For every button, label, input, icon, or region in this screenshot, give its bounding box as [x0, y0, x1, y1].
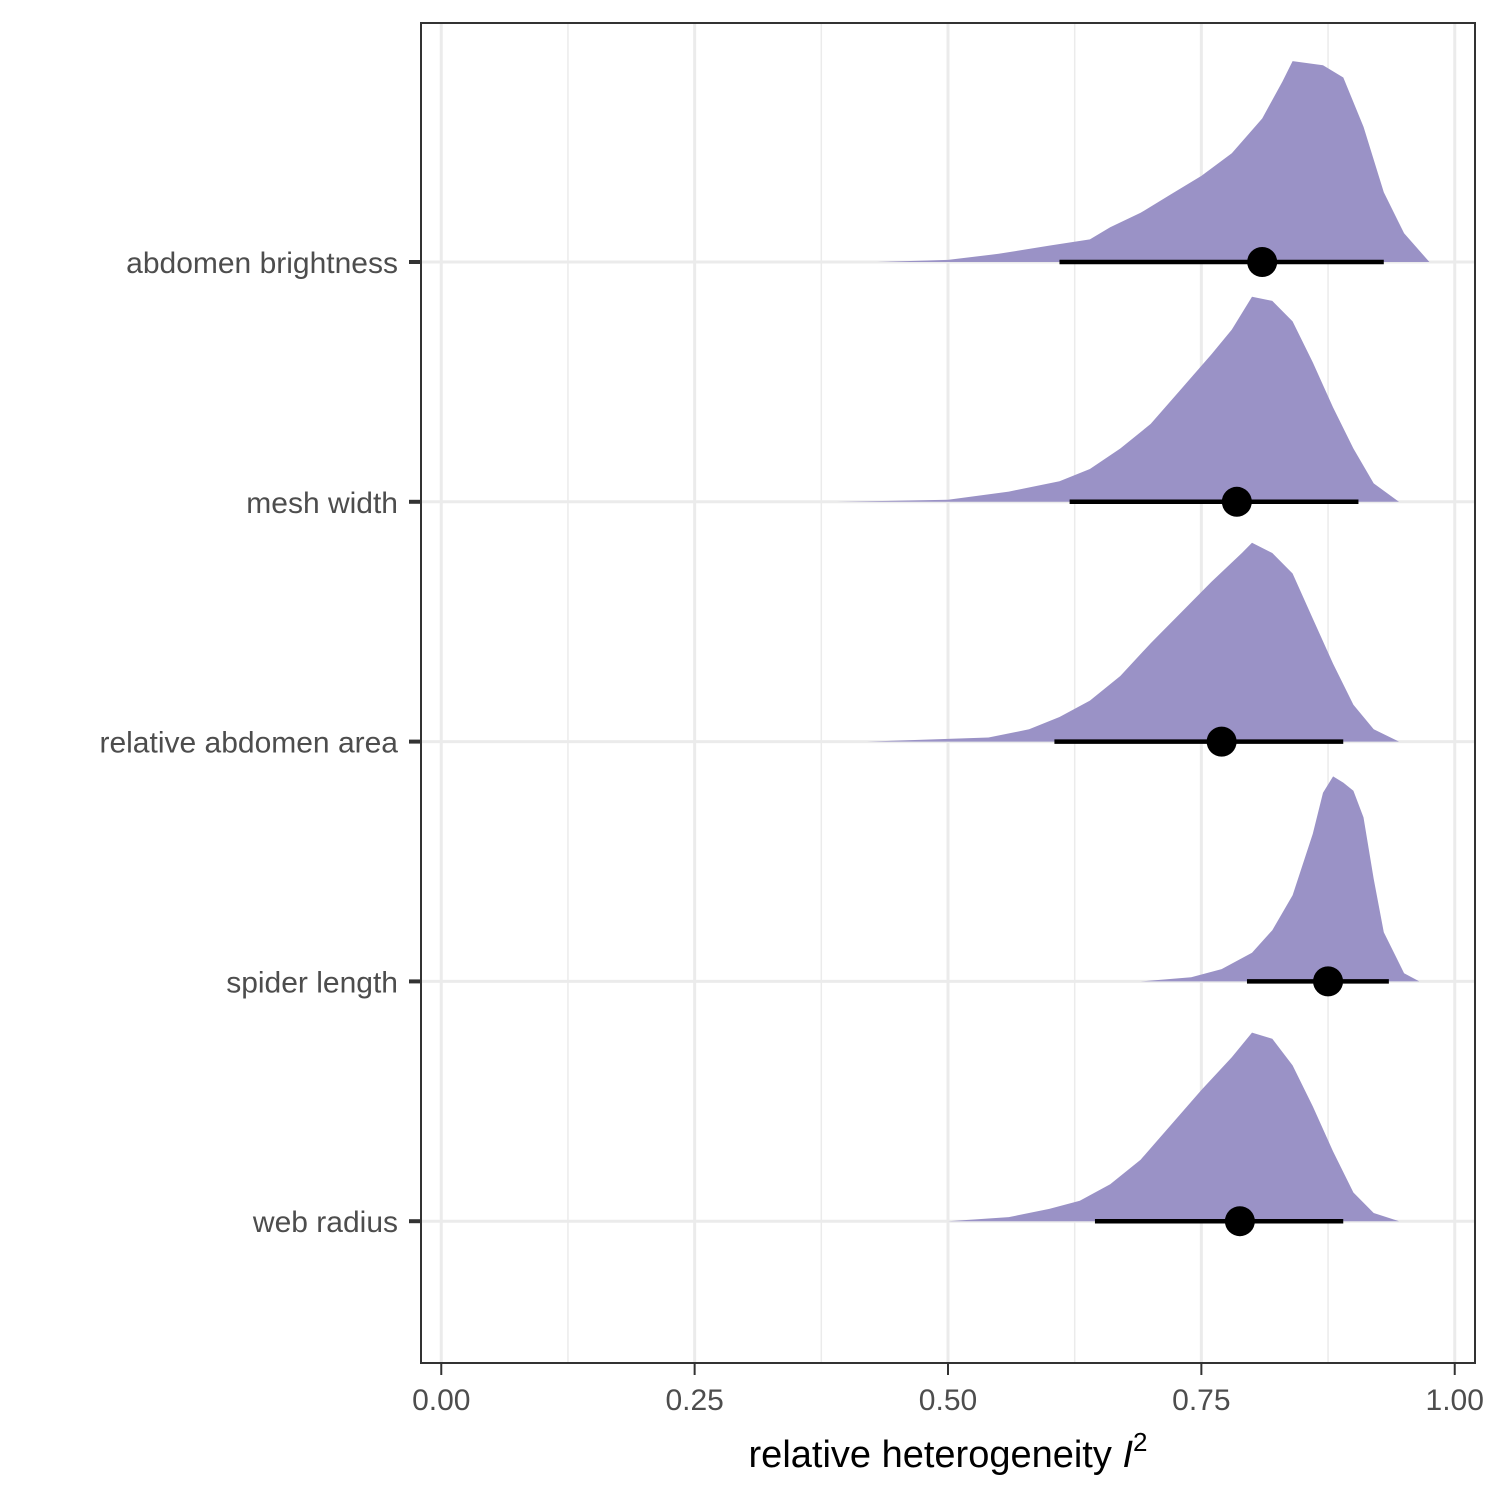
- x-tick-label: 1.00: [1426, 1384, 1484, 1417]
- point-relative-abdomen-area: [1206, 726, 1237, 757]
- x-axis: 0.00 0.25 0.50 0.75 1.00: [412, 1363, 1484, 1417]
- density-web-radius: [948, 1032, 1399, 1222]
- y-tick-label: mesh width: [246, 487, 398, 520]
- x-axis-title-superscript: 2: [1133, 1427, 1147, 1457]
- x-axis-title: relative heterogeneity I2: [749, 1427, 1148, 1476]
- point-web-radius: [1224, 1206, 1255, 1237]
- density-mesh-width: [836, 296, 1399, 502]
- x-tick-label: 0.00: [412, 1384, 470, 1417]
- x-axis-title-symbol: I: [1122, 1434, 1133, 1476]
- density-abdomen-brightness: [877, 61, 1430, 262]
- x-tick-label: 0.25: [665, 1384, 723, 1417]
- point-abdomen-brightness: [1247, 247, 1278, 277]
- density-relative-abdomen-area: [866, 542, 1399, 742]
- point-mesh-width: [1221, 486, 1252, 517]
- x-axis-title-text: relative heterogeneity: [749, 1434, 1112, 1476]
- interval-layer: [1054, 247, 1389, 1237]
- density-layer: [836, 61, 1430, 1222]
- y-tick-label: spider length: [226, 966, 398, 999]
- point-spider-length: [1313, 966, 1344, 997]
- y-axis: abdomen brightness mesh width relative abd…: [99, 247, 421, 1239]
- x-tick-label: 0.75: [1172, 1384, 1230, 1417]
- x-tick-label: 0.50: [919, 1384, 977, 1417]
- y-tick-label: relative abdomen area: [99, 727, 398, 760]
- y-tick-label: web radius: [252, 1206, 398, 1239]
- y-tick-label: abdomen brightness: [126, 247, 398, 280]
- density-spider-length: [1140, 776, 1420, 982]
